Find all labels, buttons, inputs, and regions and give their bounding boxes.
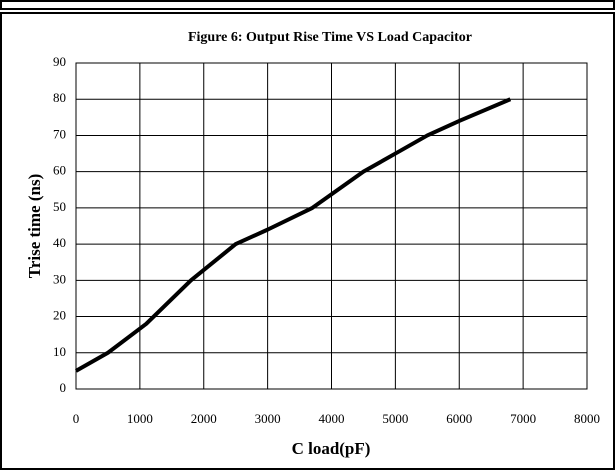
- x-tick-label: 6000: [446, 411, 472, 426]
- chart-frame: [0, 12, 615, 470]
- y-tick-label: 50: [53, 199, 66, 214]
- plot-border: [75, 62, 588, 390]
- data-line: [75, 97, 512, 373]
- y-tick-label: 90: [53, 54, 66, 69]
- y-tick-label: 70: [53, 126, 66, 141]
- y-tick-label: 0: [60, 380, 67, 395]
- x-tick-label: 1000: [127, 411, 153, 426]
- y-tick-label: 40: [53, 235, 66, 250]
- top-frame: [0, 0, 615, 10]
- y-tick-label: 30: [53, 271, 66, 286]
- x-tick-label: 0: [73, 411, 80, 426]
- x-tick-label: 2000: [191, 411, 217, 426]
- y-tick-label: 60: [53, 163, 66, 178]
- y-axis-label: Trise time (ns): [25, 174, 44, 279]
- y-tick-label: 80: [53, 90, 66, 105]
- x-axis-label: C load(pF): [292, 439, 371, 458]
- y-tick-label: 20: [53, 308, 66, 323]
- y-tick-label: 10: [53, 344, 66, 359]
- x-tick-label: 3000: [255, 411, 281, 426]
- x-tick-label: 7000: [510, 411, 536, 426]
- chart-title: Figure 6: Output Rise Time VS Load Capac…: [188, 30, 472, 45]
- x-tick-label: 4000: [319, 411, 345, 426]
- x-tick-label: 8000: [574, 411, 600, 426]
- x-tick-label: 5000: [382, 411, 408, 426]
